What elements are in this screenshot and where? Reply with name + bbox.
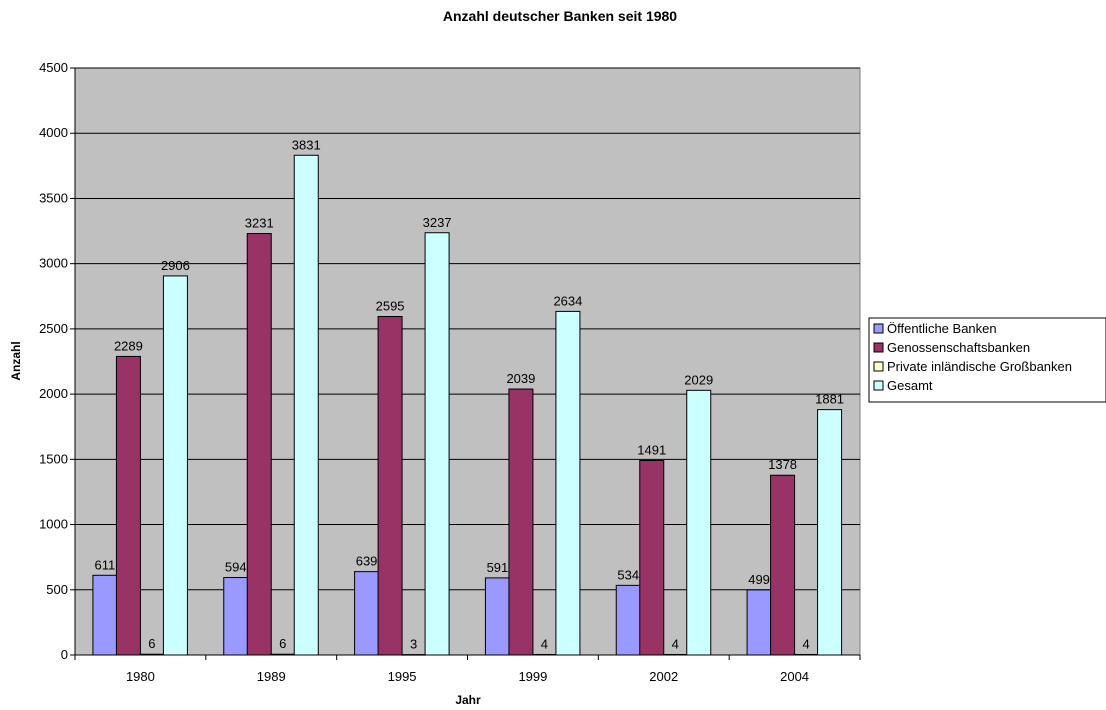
bar	[293, 154, 319, 656]
x-tick-label: 1999	[518, 669, 547, 684]
legend-swatch	[873, 361, 884, 372]
bar	[817, 409, 843, 656]
legend-label: Genossenschaftsbanken	[887, 340, 1030, 355]
y-tick-label: 4000	[39, 125, 68, 140]
legend-label: Gesamt	[887, 378, 933, 393]
bar	[115, 355, 141, 656]
x-axis-title: Jahr	[455, 693, 481, 707]
data-label: 1378	[768, 457, 797, 472]
y-tick-label: 2500	[39, 321, 68, 336]
chart-title: Anzahl deutscher Banken seit 1980	[443, 8, 677, 24]
plot-area	[74, 67, 861, 656]
bars-group	[92, 154, 843, 656]
data-label: 3237	[423, 215, 452, 230]
legend: Öffentliche Banken Genossenschaftsbanken P…	[868, 317, 1106, 403]
legend-swatch	[873, 380, 884, 391]
bar	[686, 389, 712, 656]
bar	[484, 577, 510, 656]
legend-label: Öffentliche Banken	[887, 321, 997, 336]
bar	[162, 275, 188, 656]
x-tick-label: 2002	[649, 669, 678, 684]
data-label: 1881	[815, 392, 844, 407]
bar	[770, 474, 796, 656]
legend-label: Private inländische Großbanken	[887, 359, 1072, 374]
x-tick-label: 1980	[126, 669, 155, 684]
data-label: 3831	[292, 137, 321, 152]
data-label: 2289	[114, 338, 143, 353]
data-label: 499	[748, 572, 770, 587]
data-label: 611	[95, 557, 116, 572]
y-tick-label: 1000	[39, 517, 68, 532]
data-label: 3231	[245, 216, 274, 231]
bar	[639, 460, 665, 656]
y-tick-label: 3000	[39, 256, 68, 271]
data-label: 1491	[637, 443, 666, 458]
data-label: 4	[541, 636, 548, 651]
y-tick-label: 4500	[39, 60, 68, 75]
data-label: 4	[672, 636, 679, 651]
bar	[615, 584, 641, 656]
bar	[92, 574, 118, 656]
legend-swatch	[873, 323, 884, 334]
bar	[354, 571, 380, 656]
y-tick-label: 3500	[39, 190, 68, 205]
data-label: 2595	[376, 298, 405, 313]
data-label: 591	[487, 560, 509, 575]
x-tick-label: 1995	[388, 669, 417, 684]
data-label: 2029	[684, 372, 713, 387]
data-label: 3	[410, 637, 417, 652]
data-label: 4	[802, 636, 809, 651]
bar	[508, 388, 534, 656]
legend-swatch	[873, 342, 884, 353]
data-label: 534	[617, 567, 639, 582]
data-label: 6	[148, 636, 155, 651]
bar	[746, 589, 772, 656]
y-tick-label: 0	[61, 647, 68, 662]
data-label: 594	[225, 560, 247, 575]
x-tick-label: 1989	[257, 669, 286, 684]
bar	[377, 315, 403, 656]
data-label: 639	[356, 554, 378, 569]
y-axis-ticks: 0 500 1000 1500 2000 2500 3000 3500 4000 4500	[39, 60, 75, 662]
y-axis-title: Anzahl	[9, 341, 23, 380]
data-label: 6	[279, 636, 286, 651]
bar	[246, 233, 272, 656]
bar	[555, 310, 581, 656]
data-label: 2906	[161, 258, 190, 273]
bar	[424, 232, 450, 656]
data-labels-group: 611 2289 6 2906 594 3231 6 3831 639 2595 3 3237 591 2…	[95, 137, 844, 651]
data-label: 2039	[506, 371, 535, 386]
y-tick-label: 2000	[39, 386, 68, 401]
data-label: 2634	[553, 293, 582, 308]
bar	[223, 577, 249, 656]
y-tick-label: 1500	[39, 451, 68, 466]
legend-box	[868, 317, 1106, 403]
gridlines	[75, 67, 860, 591]
x-axis-ticks: 1980 1989 1995 1999 2002 2004	[74, 655, 861, 684]
x-tick-label: 2004	[780, 669, 809, 684]
y-tick-label: 500	[46, 582, 68, 597]
